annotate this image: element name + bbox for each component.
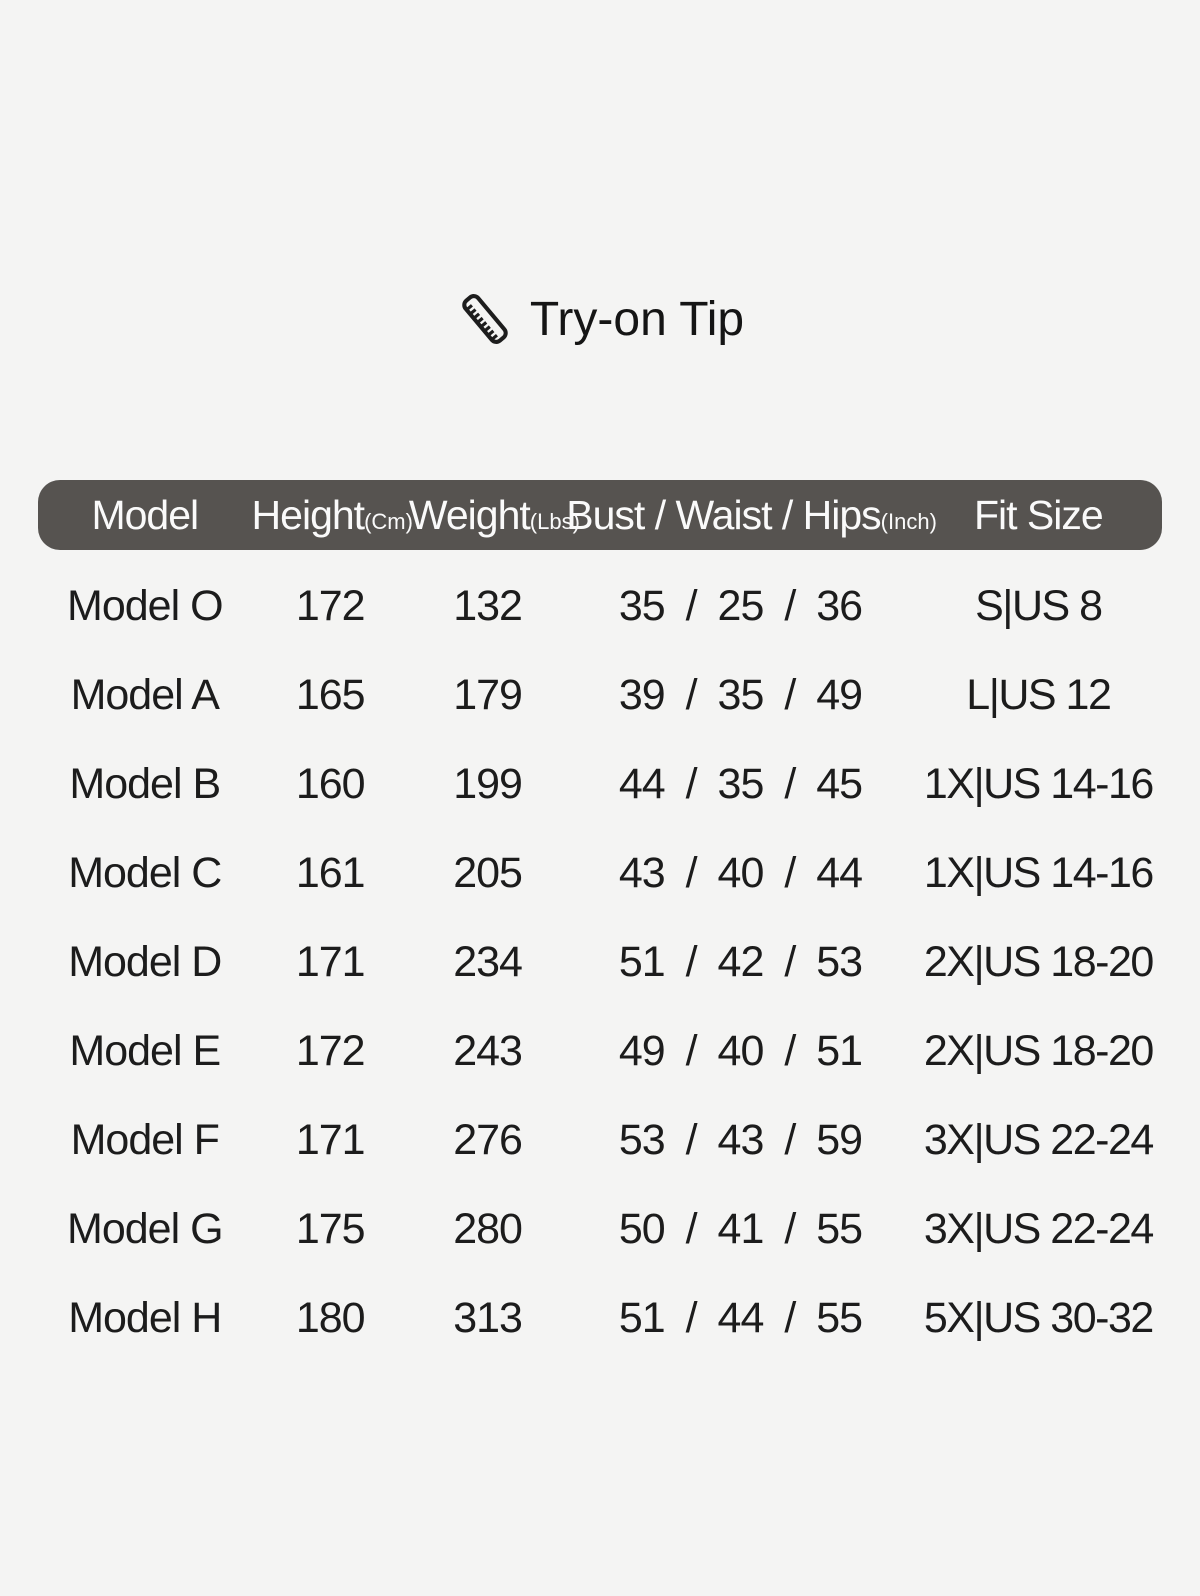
cell-model: Model O (67, 582, 224, 630)
header-cell-fit-size: Fit Size (973, 491, 1104, 538)
cell-weight: 243 (453, 1027, 523, 1075)
cell-bust-waist-hips: 53 / 43 / 59 (618, 1116, 863, 1164)
table-row: Model E 172 243 49 / 40 / 51 2X|US 18-20 (38, 1007, 1162, 1096)
cell-weight: 199 (453, 760, 523, 808)
cell-model: Model C (68, 849, 222, 897)
table-row: Model G 175 280 50 / 41 / 55 3X|US 22-24 (38, 1185, 1162, 1274)
cell-height: 172 (295, 582, 366, 630)
cell-fit-size: 2X|US 18-20 (923, 938, 1154, 986)
table-row: Model F 171 276 53 / 43 / 59 3X|US 22-24 (38, 1096, 1162, 1185)
cell-weight: 280 (453, 1205, 523, 1253)
size-table-header: Model Height(Cm) Weight(Lbs) Bust / Wais… (38, 480, 1162, 550)
cell-model: Model G (67, 1205, 224, 1253)
cell-model: Model B (69, 760, 221, 808)
cell-bust-waist-hips: 49 / 40 / 51 (618, 1027, 863, 1075)
table-row: Model C 161 205 43 / 40 / 44 1X|US 14-16 (38, 829, 1162, 918)
page-title: Try-on Tip (529, 292, 745, 346)
cell-height: 172 (295, 1027, 366, 1075)
cell-fit-size: 1X|US 14-16 (923, 760, 1154, 808)
cell-model: Model E (69, 1027, 221, 1075)
cell-fit-size: 3X|US 22-24 (923, 1205, 1154, 1253)
header-cell-bust-waist-hips: Bust / Waist / Hips(Inch) (566, 491, 937, 538)
cell-fit-size: S|US 8 (975, 582, 1103, 630)
cell-bust-waist-hips: 51 / 44 / 55 (618, 1294, 863, 1342)
ruler-icon (456, 290, 514, 348)
cell-model: Model F (70, 1116, 220, 1164)
header-cell-model: Model (91, 491, 199, 538)
cell-bust-waist-hips: 51 / 42 / 53 (618, 938, 863, 986)
cell-model: Model D (68, 938, 222, 986)
cell-height: 180 (295, 1294, 366, 1342)
cell-bust-waist-hips: 43 / 40 / 44 (618, 849, 863, 897)
cell-height: 175 (295, 1205, 366, 1253)
cell-height: 171 (295, 938, 366, 986)
cell-bust-waist-hips: 35 / 25 / 36 (618, 582, 863, 630)
cell-fit-size: L|US 12 (966, 671, 1112, 719)
cell-height: 171 (295, 1116, 366, 1164)
header-cell-weight: Weight(Lbs) (408, 491, 580, 538)
cell-bust-waist-hips: 39 / 35 / 49 (618, 671, 863, 719)
cell-height: 160 (295, 760, 366, 808)
cell-weight: 179 (453, 671, 523, 719)
cell-weight: 132 (453, 582, 523, 630)
size-table: Model Height(Cm) Weight(Lbs) Bust / Wais… (38, 480, 1162, 1363)
cell-model: Model A (70, 671, 220, 719)
cell-bust-waist-hips: 50 / 41 / 55 (618, 1205, 863, 1253)
cell-weight: 234 (453, 938, 523, 986)
header-cell-height: Height(Cm) (251, 491, 413, 538)
cell-weight: 313 (453, 1294, 523, 1342)
table-row: Model B 160 199 44 / 35 / 45 1X|US 14-16 (38, 740, 1162, 829)
cell-height: 165 (295, 671, 366, 719)
tryon-title-row: Try-on Tip (0, 290, 1200, 348)
table-row: Model D 171 234 51 / 42 / 53 2X|US 18-20 (38, 918, 1162, 1007)
table-row: Model O 172 132 35 / 25 / 36 S|US 8 (38, 562, 1162, 651)
cell-model: Model H (68, 1294, 222, 1342)
cell-weight: 276 (453, 1116, 523, 1164)
table-row: Model A 165 179 39 / 35 / 49 L|US 12 (38, 651, 1162, 740)
cell-fit-size: 3X|US 22-24 (923, 1116, 1154, 1164)
cell-fit-size: 1X|US 14-16 (923, 849, 1154, 897)
cell-weight: 205 (453, 849, 523, 897)
cell-height: 161 (295, 849, 366, 897)
cell-fit-size: 5X|US 30-32 (923, 1294, 1154, 1342)
size-table-body: Model O 172 132 35 / 25 / 36 S|US 8 Mode… (38, 550, 1162, 1363)
cell-bust-waist-hips: 44 / 35 / 45 (618, 760, 863, 808)
cell-fit-size: 2X|US 18-20 (923, 1027, 1154, 1075)
table-row: Model H 180 313 51 / 44 / 55 5X|US 30-32 (38, 1274, 1162, 1363)
